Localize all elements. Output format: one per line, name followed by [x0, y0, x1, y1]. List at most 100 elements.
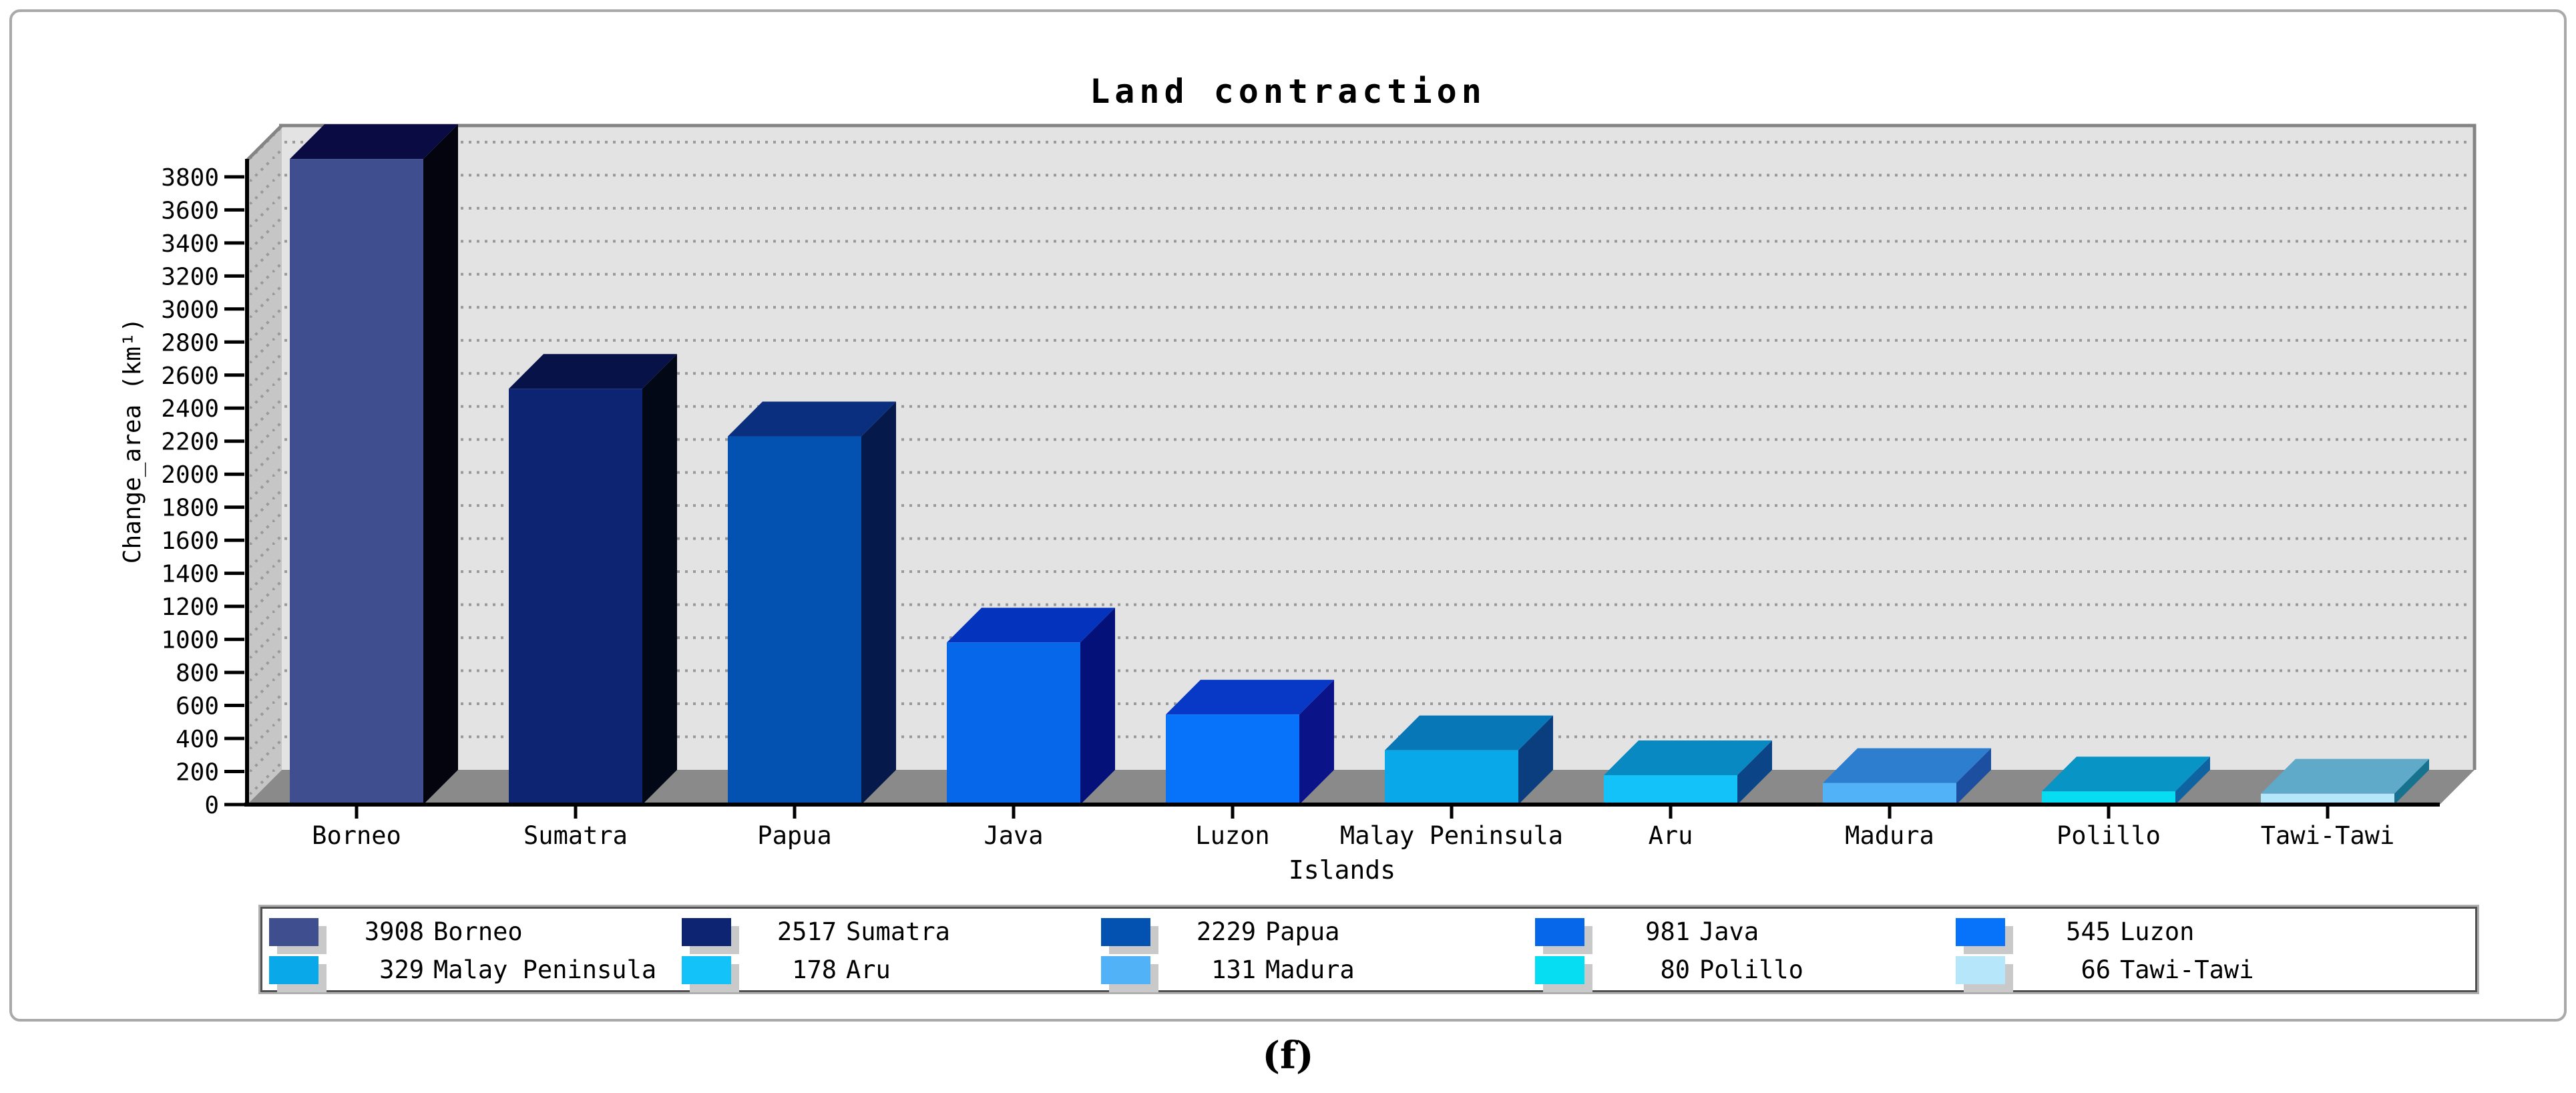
bar-borneo-top: [290, 124, 458, 160]
legend-swatch-java: [1535, 917, 1584, 946]
bar-luzon-top: [1166, 680, 1334, 715]
legend-item: 329 Malay Peninsula: [269, 951, 682, 989]
x-tick-label: Papua: [757, 821, 831, 850]
bar-aru: [1604, 775, 1737, 805]
legend-item: 2517 Sumatra: [682, 913, 1101, 951]
legend-label: Borneo: [433, 917, 523, 946]
legend-label: Java: [1699, 917, 1759, 946]
x-tick-label: Sumatra: [523, 821, 628, 850]
legend-swatch-polillo: [1535, 955, 1584, 984]
y-tick-label: 800: [176, 660, 219, 687]
legend-swatch-luzon: [1956, 917, 2005, 946]
legend-label: Polillo: [1699, 955, 1803, 984]
bar-polillo-top: [2042, 756, 2210, 792]
bar-papua-top: [728, 401, 896, 437]
x-tick-label: Borneo: [312, 821, 401, 850]
legend-value: 66: [2081, 955, 2111, 984]
legend-swatch-papua: [1101, 917, 1150, 946]
x-tick-label: Luzon: [1195, 821, 1269, 850]
chart-title: Land contraction: [1090, 72, 1486, 111]
legend-item: 545 Luzon: [1956, 913, 2475, 951]
legend-value: 3908: [364, 917, 424, 946]
bar-tawi-tawi-side: [2394, 758, 2429, 805]
legend-box: 3908 Borneo 2517 Sumatra 2229 Papua 981 Java 545…: [258, 905, 2479, 994]
y-tick-label: 2600: [161, 363, 219, 390]
bar-aru-side: [1737, 740, 1772, 805]
y-tick-label: 2800: [161, 329, 219, 357]
legend-item: 131 Madura: [1101, 951, 1535, 989]
legend-item: 66 Tawi-Tawi: [1956, 951, 2475, 989]
bar-borneo: [290, 159, 423, 805]
legend-swatch-malay-peninsula: [269, 955, 318, 984]
legend-value: 2229: [1196, 917, 1256, 946]
legend-value: 131: [1211, 955, 1256, 984]
bar-java: [947, 642, 1080, 805]
bar-papua: [728, 436, 861, 805]
legend-label: Aru: [846, 955, 891, 984]
y-tick-label: 3200: [161, 263, 219, 290]
y-tick-label: 3400: [161, 230, 219, 258]
bar-papua-side: [861, 401, 896, 805]
wall-top-edge: [246, 124, 283, 162]
y-tick-label: 2000: [161, 461, 219, 489]
x-tick-label: Malay Peninsula: [1340, 821, 1563, 850]
x-tick-label: Madura: [1845, 821, 1934, 850]
legend-item: 981 Java: [1535, 913, 1956, 951]
y-tick-label: 1200: [161, 594, 219, 621]
legend-value: 178: [792, 955, 837, 984]
legend-swatch-aru: [682, 955, 731, 984]
x-tick-label: Java: [984, 821, 1043, 850]
legend-label: Sumatra: [846, 917, 950, 946]
legend-item: 80 Polillo: [1535, 951, 1956, 989]
legend-swatch-borneo: [269, 917, 318, 946]
y-tick-label: 1000: [161, 627, 219, 654]
y-tick-label: 3600: [161, 197, 219, 224]
bar-tawi-tawi: [2261, 793, 2394, 805]
y-tick-label: 3800: [161, 164, 219, 192]
y-tick-label: 2400: [161, 395, 219, 423]
left-wall-pattern: [247, 126, 282, 805]
plot-frame: [279, 124, 2477, 770]
bar-tawi-tawi-top: [2261, 758, 2429, 794]
bar-malay-peninsula: [1385, 750, 1518, 805]
legend-swatch-tawi-tawi: [1956, 955, 2005, 984]
legend-label: Tawi-Tawi: [2120, 955, 2254, 984]
bar-borneo-side: [423, 124, 458, 805]
legend-item: 3908 Borneo: [269, 913, 682, 951]
legend-value: 329: [379, 955, 424, 984]
bar-java-top: [947, 608, 1115, 643]
legend-swatch-madura: [1101, 955, 1150, 984]
x-tick-label: Aru: [1649, 821, 1693, 850]
y-tick-label: 1800: [161, 495, 219, 522]
bar-sumatra-top: [509, 354, 677, 389]
legend-item: 178 Aru: [682, 951, 1101, 989]
bar-malay-peninsula-top: [1385, 715, 1553, 750]
y-tick-label: 400: [176, 726, 219, 753]
x-axis-title: Islands: [1289, 855, 1396, 885]
legend-item: 2229 Papua: [1101, 913, 1535, 951]
bar-aru-top: [1604, 740, 1772, 775]
y-axis-title: Change_area (km¹): [119, 318, 146, 564]
bar-madura-top: [1823, 748, 1991, 783]
legend-label: Malay Peninsula: [433, 955, 657, 984]
bar-polillo: [2042, 791, 2175, 805]
bar-madura-side: [1956, 748, 1991, 805]
y-tick-label: 0: [204, 792, 219, 819]
bar-luzon: [1166, 714, 1299, 805]
figure-caption: (f): [1262, 1034, 1314, 1078]
x-tick-label: Tawi-Tawi: [2261, 821, 2394, 850]
y-tick-label: 1400: [161, 561, 219, 588]
bar-java-side: [1080, 608, 1115, 805]
bar-madura: [1823, 783, 1956, 805]
legend-value: 2517: [777, 917, 837, 946]
x-tick-label: Polillo: [2057, 821, 2161, 850]
y-tick-label: 200: [176, 759, 219, 787]
y-tick-label: 3000: [161, 296, 219, 324]
legend-swatch-sumatra: [682, 917, 731, 946]
y-tick-label: 600: [176, 693, 219, 720]
legend-value: 80: [1660, 955, 1690, 984]
bar-sumatra-side: [642, 354, 677, 805]
bar-polillo-side: [2175, 756, 2210, 805]
legend-label: Luzon: [2120, 917, 2195, 946]
